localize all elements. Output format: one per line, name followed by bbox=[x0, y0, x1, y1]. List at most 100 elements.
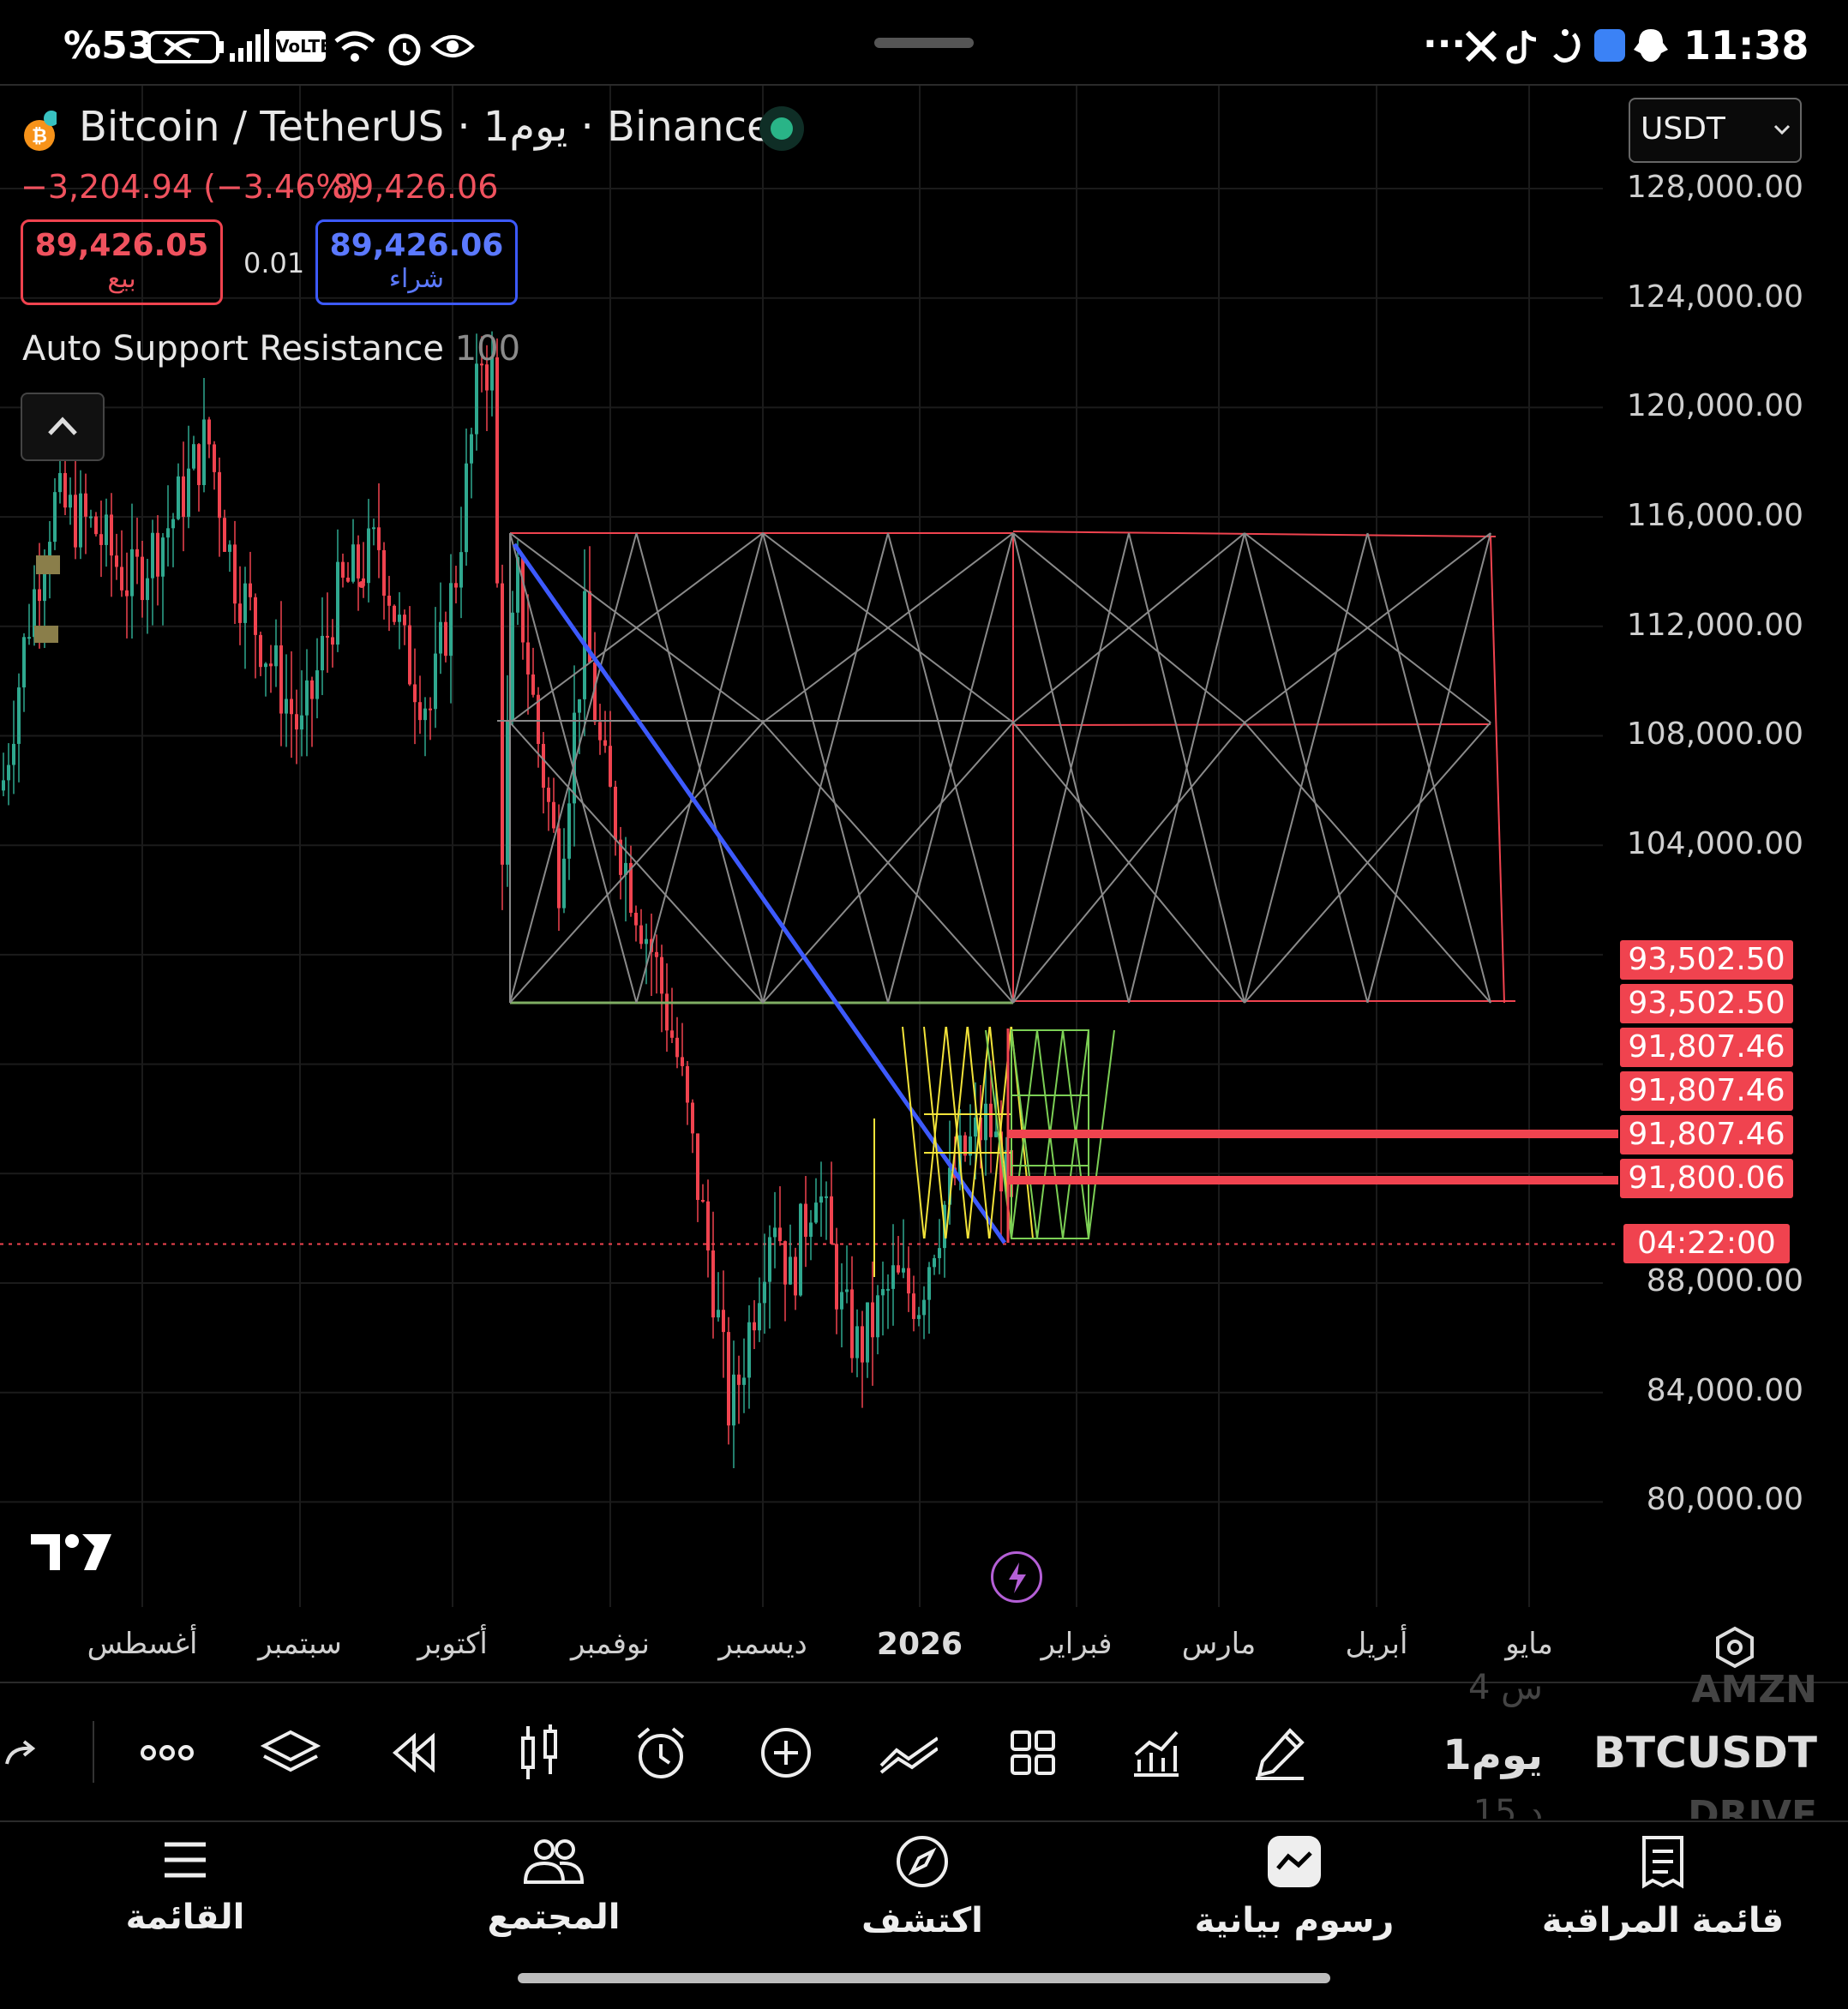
candle bbox=[711, 1211, 715, 1339]
buy-button[interactable]: 89,426.06 شراء bbox=[315, 219, 518, 305]
candle bbox=[562, 828, 566, 914]
candle bbox=[490, 331, 494, 417]
candle-body bbox=[696, 1133, 699, 1201]
candle bbox=[264, 662, 267, 697]
layout-button[interactable] bbox=[1003, 1723, 1063, 1783]
candle-body bbox=[403, 615, 406, 626]
candle bbox=[89, 509, 93, 528]
candle bbox=[686, 1060, 689, 1125]
candle bbox=[501, 564, 504, 910]
candle-body bbox=[362, 578, 365, 584]
nav-community-label: المجتمع bbox=[487, 1898, 621, 1937]
candle bbox=[218, 457, 221, 557]
battery-percent: %53 bbox=[63, 24, 154, 68]
candle-body bbox=[531, 674, 535, 695]
candle-body bbox=[855, 1326, 859, 1358]
price-label: 93,502.50 bbox=[1620, 940, 1793, 980]
candle-body bbox=[794, 1256, 797, 1296]
signal-icon bbox=[230, 29, 269, 62]
alert-button[interactable] bbox=[631, 1723, 691, 1783]
candle bbox=[192, 435, 195, 471]
candle-body bbox=[501, 583, 504, 865]
candle-body bbox=[187, 468, 190, 518]
candle-body bbox=[105, 514, 108, 545]
candle-body bbox=[495, 357, 499, 584]
more-tools-button[interactable] bbox=[137, 1723, 197, 1783]
sell-price: 89,426.05 bbox=[34, 228, 209, 263]
indicators-button[interactable] bbox=[1126, 1723, 1186, 1783]
candle-body bbox=[326, 635, 329, 638]
drawing-line bbox=[1012, 722, 1245, 1004]
candle-body bbox=[7, 765, 10, 781]
candle-body bbox=[758, 1303, 761, 1331]
candle bbox=[645, 923, 648, 985]
x-tick: سبتمبر bbox=[258, 1627, 342, 1661]
add-button[interactable] bbox=[756, 1723, 816, 1783]
candle bbox=[614, 780, 617, 856]
replay-button[interactable] bbox=[384, 1723, 444, 1783]
x-tick: أكتوبر bbox=[417, 1627, 488, 1661]
watch-symbol-next[interactable]: DRIVE bbox=[1688, 1793, 1817, 1819]
nav-menu[interactable]: القائمة bbox=[57, 1834, 314, 1937]
chart-type-button[interactable] bbox=[509, 1723, 569, 1783]
pattern-line bbox=[923, 1026, 947, 1239]
price-label: 91,807.46 bbox=[1620, 1028, 1793, 1067]
candle bbox=[300, 670, 303, 757]
candle bbox=[315, 638, 319, 719]
collapse-legend-button[interactable] bbox=[21, 393, 105, 461]
symbol-title[interactable]: Bitcoin / TetherUS · 1يوم · Binance bbox=[79, 103, 772, 151]
replay-lightning-button[interactable] bbox=[991, 1551, 1042, 1603]
candle-body bbox=[742, 1377, 746, 1385]
watch-symbol-current[interactable]: BTCUSDT bbox=[1593, 1728, 1817, 1778]
drawing-tools-button[interactable] bbox=[1250, 1723, 1310, 1783]
currency-value: USDT bbox=[1641, 111, 1725, 147]
interval-current[interactable]: 1يوم bbox=[1443, 1731, 1543, 1779]
candle-body bbox=[639, 925, 643, 945]
candle bbox=[377, 483, 381, 579]
indicator-name: Auto Support Resistance bbox=[22, 329, 444, 369]
candle-body bbox=[737, 1374, 741, 1385]
candle-body bbox=[830, 1196, 833, 1244]
candle bbox=[619, 826, 622, 900]
sell-button[interactable]: 89,426.05 بيع bbox=[21, 219, 223, 305]
indicator-legend[interactable]: Auto Support Resistance 100 bbox=[22, 329, 520, 369]
y-tick: 108,000.00 bbox=[1626, 717, 1803, 752]
interval-next[interactable]: 15 د bbox=[1473, 1793, 1543, 1819]
candle bbox=[747, 1304, 751, 1409]
nav-community[interactable]: المجتمع bbox=[425, 1834, 682, 1937]
nav-charts[interactable]: رسوم بيانية bbox=[1166, 1834, 1423, 1940]
nav-divider bbox=[0, 1820, 1848, 1822]
candle-body bbox=[881, 1289, 885, 1296]
candle bbox=[393, 604, 396, 626]
candle-body bbox=[562, 858, 566, 909]
candle bbox=[850, 1256, 854, 1373]
candle-body bbox=[94, 516, 98, 535]
nav-explore[interactable]: اكتشف bbox=[794, 1834, 1051, 1940]
candle bbox=[917, 1306, 921, 1327]
candle bbox=[135, 518, 139, 585]
candle bbox=[670, 987, 674, 1043]
price-chart[interactable] bbox=[0, 86, 1848, 1680]
candle-body bbox=[691, 1102, 694, 1134]
candle bbox=[99, 501, 103, 578]
layers-button[interactable] bbox=[261, 1723, 321, 1783]
candle-body bbox=[218, 471, 221, 519]
interval-prev[interactable]: 4 س bbox=[1468, 1668, 1543, 1707]
share-arrow-icon[interactable] bbox=[3, 1738, 41, 1769]
compare-button[interactable] bbox=[878, 1723, 938, 1783]
chart-icon bbox=[1268, 1836, 1321, 1887]
candle-body bbox=[423, 708, 427, 721]
candle-body bbox=[994, 1131, 998, 1137]
watch-symbol-prev[interactable]: AMZN bbox=[1691, 1668, 1817, 1712]
candle bbox=[187, 425, 190, 529]
wifi-icon bbox=[334, 31, 375, 62]
chart-settings-icon[interactable] bbox=[1713, 1625, 1757, 1670]
nav-watchlist[interactable]: قائمة المراقبة bbox=[1534, 1834, 1791, 1940]
candle-body bbox=[655, 951, 658, 957]
candle-body bbox=[285, 699, 288, 714]
sell-label: بيع bbox=[107, 264, 136, 294]
currency-select[interactable]: USDT bbox=[1629, 98, 1802, 163]
candle-body bbox=[753, 1322, 756, 1331]
candle-body bbox=[192, 444, 195, 469]
candle bbox=[557, 804, 561, 931]
